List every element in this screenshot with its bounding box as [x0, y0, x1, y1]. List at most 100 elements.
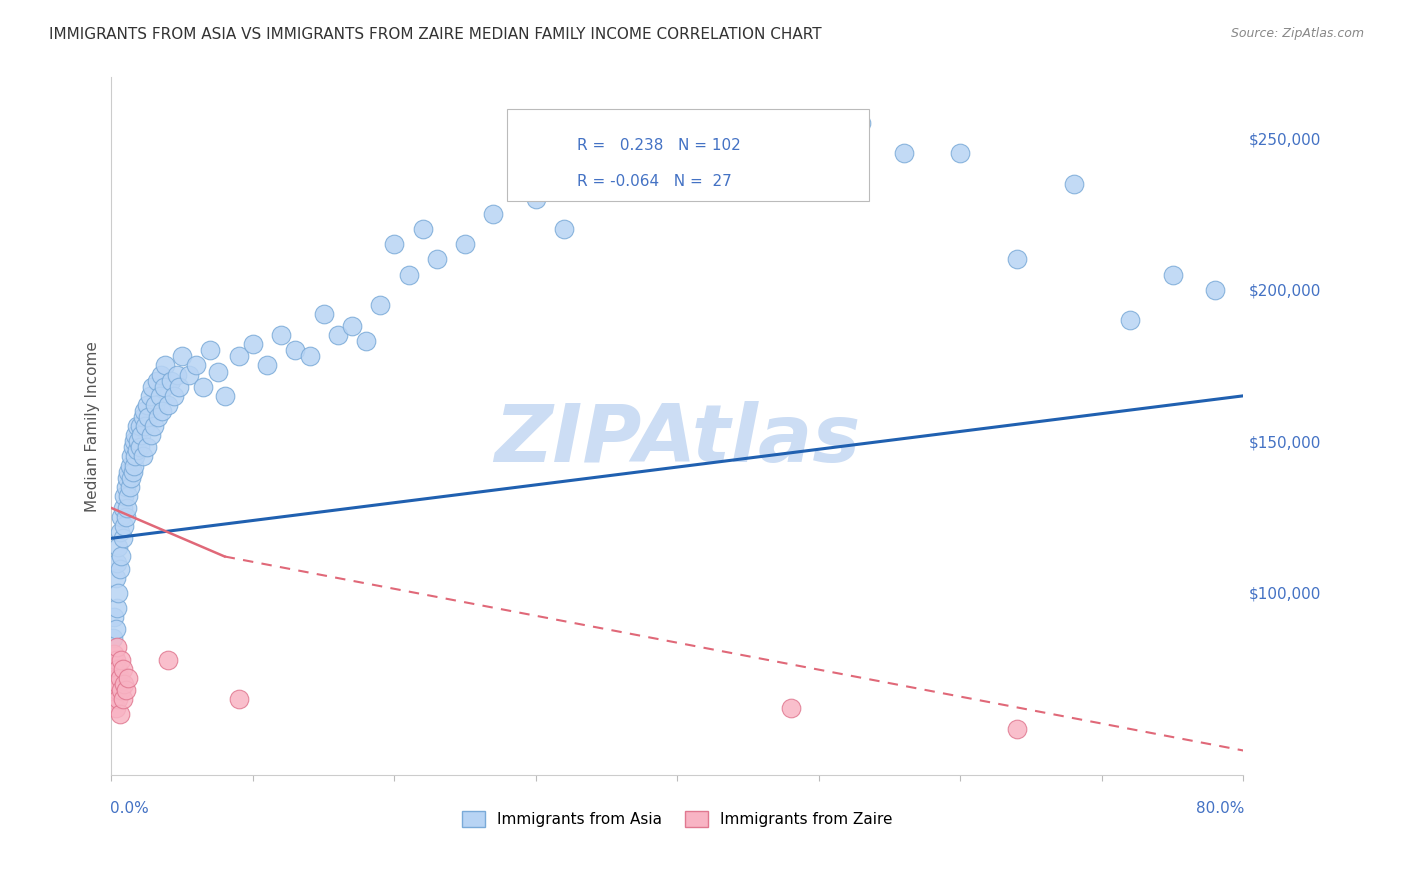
Point — [108, 707, 131, 722]
Point — [482, 207, 505, 221]
Point — [893, 146, 915, 161]
Point — [284, 343, 307, 358]
Text: IMMIGRANTS FROM ASIA VS IMMIGRANTS FROM ZAIRE MEDIAN FAMILY INCOME CORRELATION C: IMMIGRANTS FROM ASIA VS IMMIGRANTS FROM … — [49, 27, 823, 42]
Point — [412, 222, 434, 236]
Point — [146, 410, 169, 425]
Point — [131, 410, 153, 425]
Point — [134, 419, 156, 434]
Point — [354, 334, 377, 349]
Point — [129, 428, 152, 442]
Point — [114, 510, 136, 524]
Point — [114, 480, 136, 494]
Point — [104, 622, 127, 636]
Point — [141, 380, 163, 394]
Point — [172, 350, 194, 364]
Text: 0.0%: 0.0% — [110, 801, 149, 816]
Point — [114, 682, 136, 697]
Point — [127, 434, 149, 449]
Point — [426, 252, 449, 267]
Point — [104, 571, 127, 585]
Point — [193, 380, 215, 394]
Point — [1119, 313, 1142, 327]
Point — [368, 298, 391, 312]
Point — [103, 647, 125, 661]
Point — [110, 549, 132, 564]
Point — [153, 359, 176, 373]
Point — [1204, 283, 1226, 297]
Point — [152, 380, 174, 394]
Point — [398, 268, 420, 282]
Point — [125, 443, 148, 458]
Point — [143, 398, 166, 412]
Text: R = -0.064   N =  27: R = -0.064 N = 27 — [576, 174, 731, 189]
Point — [169, 380, 191, 394]
Point — [1005, 252, 1028, 267]
Point — [105, 601, 128, 615]
Point — [139, 428, 162, 442]
Point — [138, 389, 160, 403]
Point — [104, 677, 127, 691]
Point — [103, 610, 125, 624]
Point — [101, 632, 124, 646]
Point — [105, 671, 128, 685]
Point — [125, 419, 148, 434]
Point — [118, 458, 141, 473]
Point — [101, 682, 124, 697]
Point — [115, 500, 138, 515]
Point — [117, 465, 139, 479]
Point — [166, 368, 188, 382]
Point — [135, 441, 157, 455]
Point — [595, 146, 617, 161]
Text: ZIPAtlas: ZIPAtlas — [495, 401, 860, 479]
Point — [186, 359, 208, 373]
Point — [107, 692, 129, 706]
Point — [807, 146, 830, 161]
Point — [107, 662, 129, 676]
Point — [104, 701, 127, 715]
Point — [1063, 177, 1085, 191]
Point — [105, 556, 128, 570]
Point — [111, 692, 134, 706]
Point — [121, 441, 143, 455]
Point — [751, 131, 773, 145]
Point — [156, 652, 179, 666]
Point — [111, 662, 134, 676]
Point — [1005, 723, 1028, 737]
Point — [117, 489, 139, 503]
Point — [553, 222, 575, 236]
Point — [120, 450, 142, 464]
Point — [112, 677, 135, 691]
Point — [1161, 268, 1184, 282]
Point — [524, 192, 547, 206]
Point — [111, 500, 134, 515]
Point — [122, 434, 145, 449]
Point — [108, 671, 131, 685]
Point — [136, 410, 159, 425]
Point — [120, 470, 142, 484]
Point — [214, 389, 236, 403]
Point — [340, 319, 363, 334]
Point — [112, 489, 135, 503]
Point — [121, 465, 143, 479]
Point — [851, 116, 873, 130]
Point — [122, 458, 145, 473]
Point — [160, 374, 183, 388]
Point — [128, 419, 150, 434]
Point — [242, 337, 264, 351]
Point — [145, 374, 167, 388]
Point — [107, 586, 129, 600]
Text: Source: ZipAtlas.com: Source: ZipAtlas.com — [1230, 27, 1364, 40]
Point — [638, 131, 661, 145]
Point — [709, 161, 731, 176]
Point — [110, 652, 132, 666]
Point — [107, 677, 129, 691]
Text: 80.0%: 80.0% — [1197, 801, 1244, 816]
Point — [103, 662, 125, 676]
Point — [108, 561, 131, 575]
Point — [384, 237, 406, 252]
Point — [148, 389, 170, 403]
Point — [110, 510, 132, 524]
Point — [108, 525, 131, 540]
Point — [124, 450, 146, 464]
Point — [454, 237, 477, 252]
